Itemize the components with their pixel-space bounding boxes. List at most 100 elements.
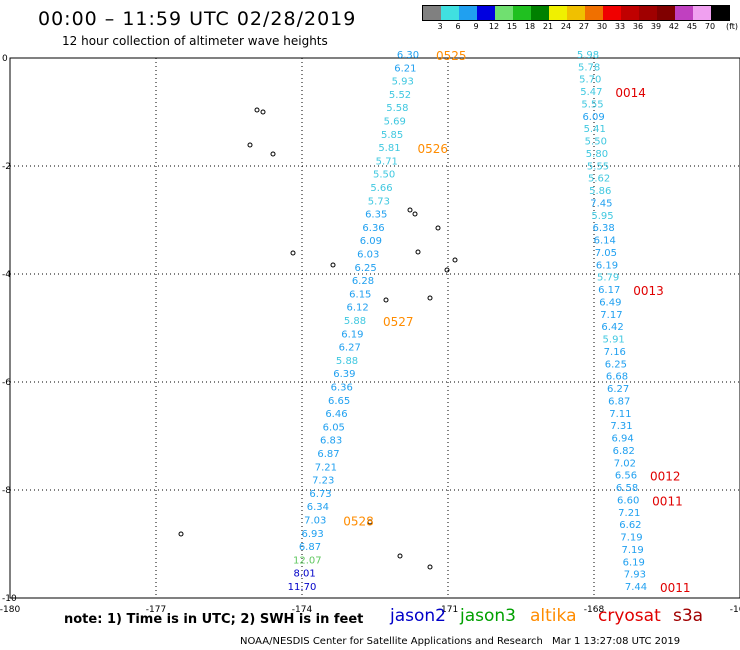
- lat-tick-label: -8: [2, 486, 11, 496]
- pass-time-label: 0012: [650, 470, 681, 484]
- colorbar-label: 12: [488, 22, 500, 31]
- colorbar-label: 33: [614, 22, 626, 31]
- colorbar-swatch: [657, 6, 675, 20]
- swh-value: 7.23: [312, 476, 334, 487]
- swh-value: 5.66: [370, 183, 392, 194]
- swh-value: 7.45: [590, 198, 612, 209]
- swh-value: 6.82: [613, 446, 635, 457]
- generated-timestamp: Mar 1 13:27:08 UTC 2019: [552, 636, 681, 647]
- colorbar-swatch: [567, 6, 585, 20]
- island-outline: [247, 142, 253, 148]
- island-outline: [444, 267, 450, 273]
- swh-value: 5.52: [389, 90, 411, 101]
- swh-value: 6.87: [299, 542, 321, 553]
- swh-value: 6.83: [320, 436, 342, 447]
- colorbar-swatch: [513, 6, 531, 20]
- swh-value: 5.62: [588, 174, 610, 185]
- island-outline: [367, 519, 373, 525]
- swh-value: 6.68: [606, 372, 628, 383]
- swh-value: 5.58: [386, 103, 408, 114]
- swh-value: 6.34: [307, 502, 329, 513]
- pass-time-label: 0527: [383, 315, 414, 329]
- swh-value: 7.19: [622, 545, 644, 556]
- swh-value: 6.35: [365, 210, 387, 221]
- colorbar-label: 9: [473, 22, 479, 31]
- colorbar-swatch: [711, 6, 729, 20]
- swh-value: 7.44: [625, 582, 647, 593]
- pass-time-label: 0011: [660, 581, 691, 595]
- colorbar-swatch: [639, 6, 657, 20]
- swh-value: 7.11: [609, 409, 631, 420]
- swh-value: 7.21: [315, 462, 337, 473]
- swh-value: 6.39: [333, 369, 355, 380]
- colorbar-label: 24: [560, 22, 572, 31]
- lat-tick-label: -2: [2, 162, 11, 172]
- swh-value: 5.81: [378, 143, 400, 154]
- colorbar-swatch: [549, 6, 567, 20]
- swh-value: 6.94: [611, 434, 633, 445]
- colorbar-label: 3: [437, 22, 443, 31]
- lon-tick-label: -171: [438, 605, 458, 615]
- island-outline: [254, 107, 260, 113]
- island-outline: [427, 564, 433, 570]
- swh-value: 6.30: [397, 50, 419, 61]
- swh-value: 6.28: [352, 276, 374, 287]
- swh-value: 6.15: [349, 289, 371, 300]
- island-outline: [330, 262, 336, 268]
- colorbar-swatch: [495, 6, 513, 20]
- lon-tick-label: -177: [146, 605, 166, 615]
- swh-value: 5.50: [585, 137, 607, 148]
- colorbar-label: 18: [524, 22, 536, 31]
- colorbar-swatch: [675, 6, 693, 20]
- swh-value: 6.17: [598, 285, 620, 296]
- footer-note: note: 1) Time is in UTC; 2) SWH is in fe…: [64, 612, 364, 627]
- swh-value: 7.16: [604, 347, 626, 358]
- lon-tick-label: -174: [292, 605, 313, 615]
- swh-value: 5.50: [373, 170, 395, 181]
- swh-value: 5.95: [591, 211, 613, 222]
- swh-value: 5.55: [587, 161, 609, 172]
- lon-tick-label: -168: [584, 605, 605, 615]
- swh-value: 6.09: [582, 112, 604, 123]
- swh-value: 6.12: [347, 303, 369, 314]
- swh-value: 6.09: [360, 236, 382, 247]
- swh-value: 7.17: [600, 310, 622, 321]
- colorbar-swatch: [531, 6, 549, 20]
- colorbar-label: 42: [668, 22, 680, 31]
- colorbar-label: 45: [686, 22, 698, 31]
- island-outline: [427, 295, 433, 301]
- swh-value: 6.65: [328, 396, 350, 407]
- swh-value: 7.31: [610, 421, 632, 432]
- swh-value: 12.07: [293, 555, 322, 566]
- swh-value: 7.03: [304, 516, 326, 527]
- colorbar-label: 30: [596, 22, 608, 31]
- swh-value: 7.93: [624, 570, 646, 581]
- swh-value: 6.19: [596, 260, 618, 271]
- swh-value: 5.80: [586, 149, 608, 160]
- pass-time-label: 0013: [633, 284, 664, 298]
- colorbar-swatch: [603, 6, 621, 20]
- colorbar-label: 39: [650, 22, 662, 31]
- legend-altika: altika: [530, 606, 577, 626]
- swh-value: 5.98: [577, 50, 599, 61]
- swh-value: 6.93: [301, 529, 323, 540]
- island-outline: [383, 297, 389, 303]
- colorbar-label: 21: [542, 22, 554, 31]
- swh-value: 6.60: [617, 495, 639, 506]
- colorbar-label: 36: [632, 22, 644, 31]
- swh-value: 5.41: [584, 124, 606, 135]
- swh-value: 6.42: [601, 322, 623, 333]
- island-outline: [397, 553, 403, 559]
- swh-value: 6.14: [594, 236, 616, 247]
- swh-value: 7.02: [614, 458, 636, 469]
- swh-value: 5.88: [344, 316, 366, 327]
- swh-value: 5.86: [589, 186, 611, 197]
- lon-tick-label: -165: [730, 605, 740, 615]
- colorbar-swatch: [585, 6, 603, 20]
- legend-jason2: jason2: [390, 606, 446, 626]
- swh-value: 7.21: [618, 508, 640, 519]
- island-outline: [178, 531, 184, 537]
- swh-value: 6.21: [394, 63, 416, 74]
- colorbar-swatch: [423, 6, 441, 20]
